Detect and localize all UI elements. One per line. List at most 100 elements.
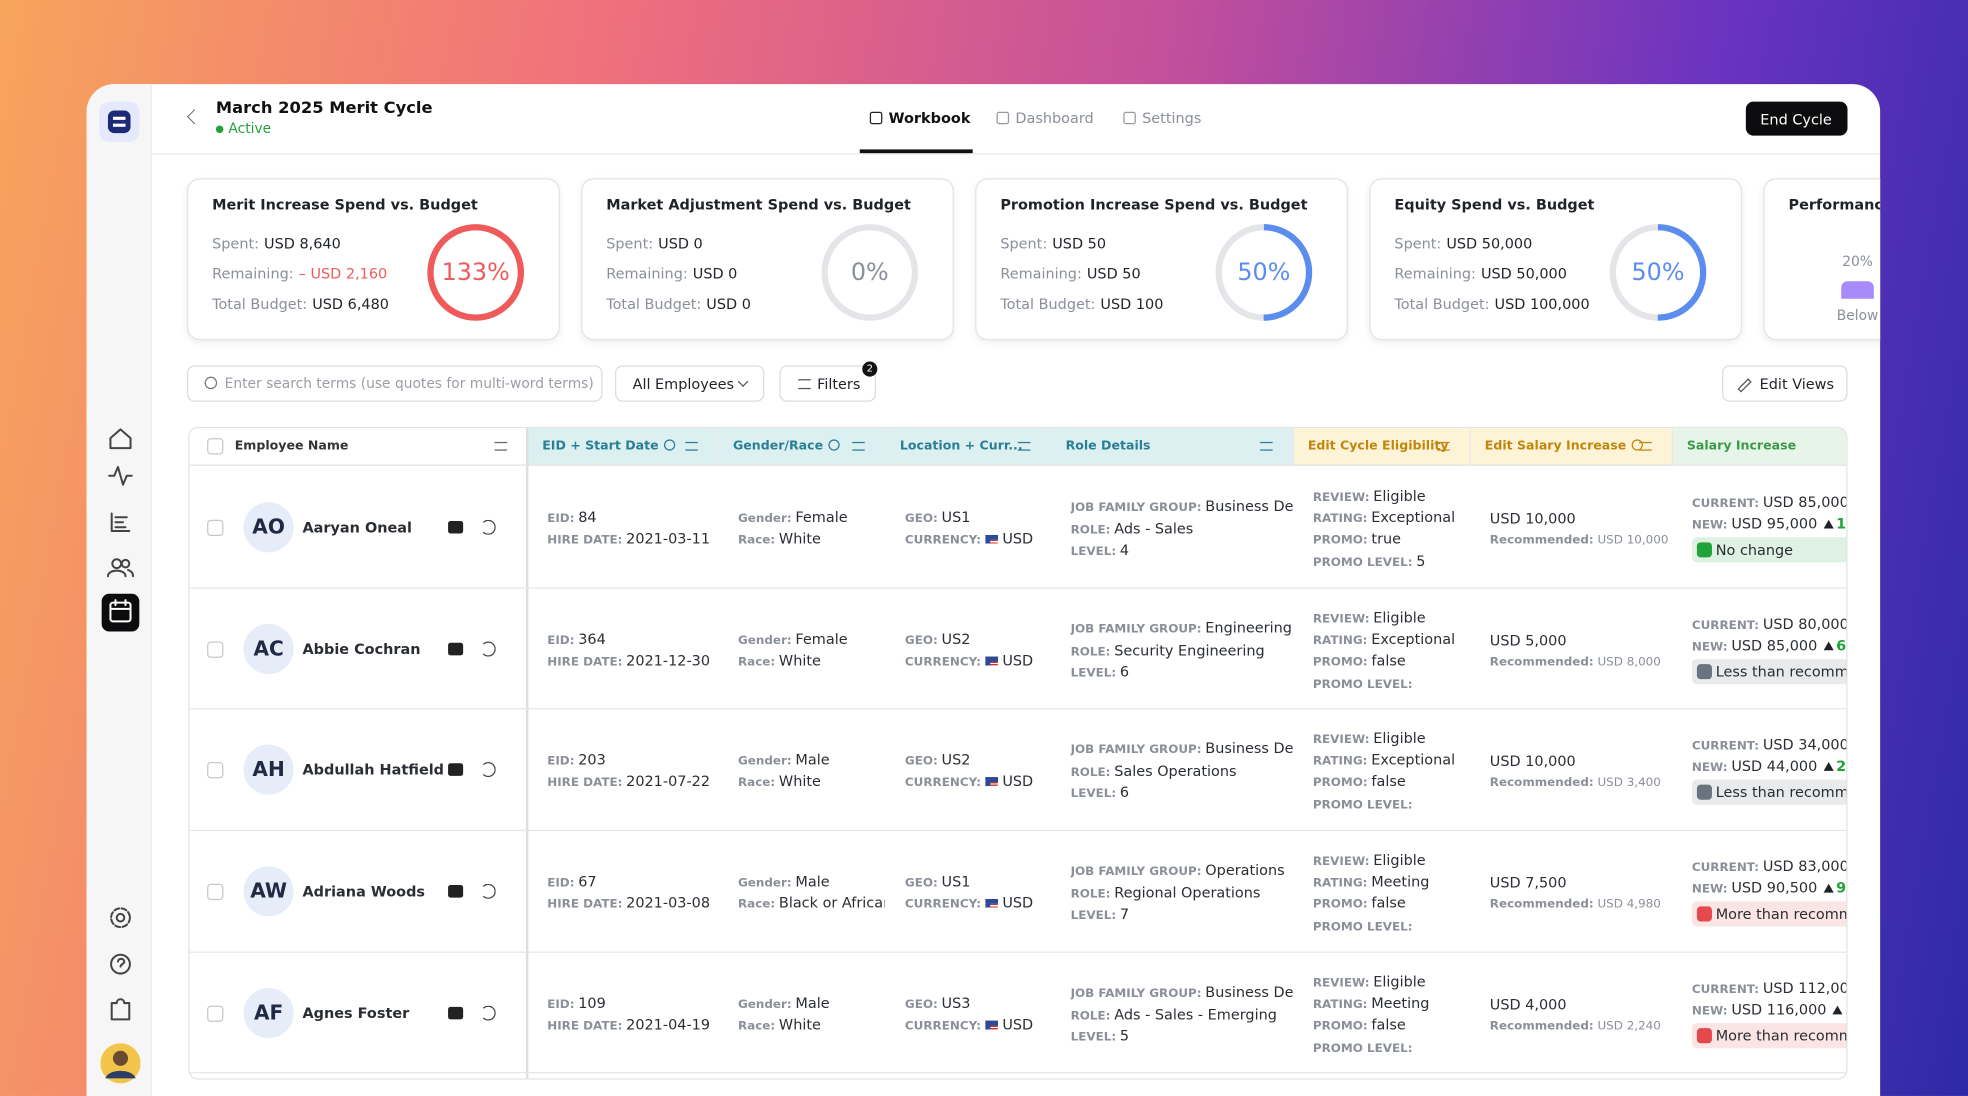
field-value: Meeting [1371, 994, 1430, 1012]
filter-icon[interactable] [852, 441, 865, 451]
comment-icon[interactable] [448, 642, 464, 655]
field-value: Meeting [1371, 872, 1430, 891]
field-line: PROMO: false [1313, 771, 1406, 792]
column-header[interactable]: Edit Cycle Eligibility [1294, 428, 1471, 466]
field-value: Eligible [1373, 608, 1426, 627]
filter-icon[interactable] [494, 441, 508, 451]
field-label: Race: [737, 654, 776, 669]
cell: REVIEW: Eligible RATING: Meeting PROMO: false… [1313, 831, 1470, 951]
cell: JOB FAMILY GROUP:Business DevelopmentROL… [1071, 467, 1293, 587]
field-line: Recommended: USD 10,000 [1490, 529, 1669, 550]
ring-arc [1609, 224, 1707, 321]
search-box[interactable]: Enter search terms (use quotes for multi… [187, 365, 603, 402]
field-label: CURRENT: [1691, 497, 1760, 511]
field-line: CURRENT: USD 80,000 [1692, 613, 1846, 634]
cell: Gender: Male Race: White [738, 953, 885, 1073]
checkbox[interactable] [207, 762, 224, 779]
field-line: CURRENT: USD 83,000 [1692, 856, 1846, 877]
cell: Gender: Female Race: White [738, 467, 885, 587]
status-pill: Less than recommended [1691, 780, 1847, 806]
column-header[interactable]: Gender/Race [719, 428, 887, 466]
filter-icon[interactable] [685, 441, 698, 451]
field-line: NEW:USD 85,000 6.2% [1692, 635, 1846, 656]
comment-icon[interactable] [448, 885, 464, 898]
field-label: RATING: [1312, 876, 1368, 891]
checkbox[interactable] [207, 438, 224, 455]
history-icon[interactable] [480, 883, 496, 899]
tab[interactable]: Settings [1142, 109, 1202, 127]
history-icon[interactable] [480, 641, 496, 657]
header-divider [151, 153, 1881, 155]
card-row-value: – USD 2,160 [298, 264, 388, 283]
field-line: HIRE DATE: 2021-03-11 [547, 529, 710, 550]
field-line: CURRENT:USD 112,000 [1692, 978, 1846, 999]
field-label: CURRENCY: [904, 533, 981, 548]
avatar: AC [243, 623, 294, 674]
field-value: Male [795, 872, 830, 891]
field-line: EID: 84 [547, 507, 596, 528]
field-line: RATING: Exceptional [1313, 507, 1455, 528]
filters-button[interactable]: Filters [779, 365, 877, 402]
checkbox[interactable] [207, 519, 224, 537]
tab[interactable]: Dashboard [1015, 109, 1094, 127]
column-header[interactable]: Employee Name [189, 428, 529, 466]
table-row: AC Abbie Cochran EID: 364 HIRE DATE: 2021-12-… [189, 588, 1847, 710]
icon-part [101, 593, 140, 632]
field-line: Recommended: USD 8,000 [1490, 650, 1661, 671]
tab[interactable]: Workbook [888, 109, 971, 127]
cell: CURRENT:USD 85,000 NEW:USD 95,000 11.7% No … [1691, 467, 1847, 587]
cell: JOB FAMILY GROUP: Engineering ROLE: Securit… [1071, 588, 1293, 708]
field-value: 364 [578, 629, 606, 648]
field-line: Race: White [738, 529, 821, 550]
filter-count: 2 [866, 362, 873, 375]
column-header[interactable]: Salary Increase [1673, 428, 1847, 466]
field-label: JOB FAMILY GROUP: [1070, 743, 1202, 758]
column-header[interactable]: Role Details [1051, 428, 1295, 466]
field-label: Gender: [737, 512, 792, 527]
history-icon[interactable] [480, 1005, 496, 1021]
avatar: AW [243, 866, 294, 917]
column-header[interactable]: Location + Curr... [886, 428, 1052, 466]
back-arrow[interactable] [187, 109, 202, 125]
field-line: RATING: Meeting [1313, 871, 1430, 892]
cell: GEO: US2 CURRENCY: USD [905, 588, 1051, 708]
field-line: NEW:USD 116,000 3.5% [1692, 999, 1846, 1020]
field-label: REVIEW: [1312, 855, 1370, 869]
column-header[interactable]: Edit Salary Increase [1470, 428, 1674, 466]
filter-icon[interactable] [1437, 441, 1450, 451]
status-icon [1696, 542, 1712, 558]
filter-icon[interactable] [1260, 441, 1273, 451]
cell: USD 4,000 Recommended: USD 2,240 [1490, 953, 1672, 1073]
field-value: 6 [1119, 783, 1130, 802]
filter-icon[interactable] [1017, 441, 1031, 451]
checkbox[interactable] [207, 1005, 224, 1022]
field-label: JOB FAMILY GROUP: [1070, 500, 1202, 515]
field-value: USD 116,000 [1731, 1000, 1827, 1018]
ring-label: 50% [1631, 258, 1685, 287]
card-row-value: USD 50,000 [1480, 264, 1567, 283]
field-line: Gender: Male [738, 750, 830, 771]
filter-icon[interactable] [1639, 441, 1652, 451]
end-cycle-button[interactable]: End Cycle [1745, 101, 1848, 136]
history-icon[interactable] [480, 519, 496, 535]
info-icon [1631, 439, 1643, 451]
comment-icon[interactable] [448, 763, 464, 777]
field-line: USD 7,500 [1490, 873, 1567, 892]
comment-icon[interactable] [448, 520, 464, 534]
field-value: Business Development [1205, 739, 1293, 758]
column-header[interactable]: EID + Start Date [528, 428, 720, 466]
card-row-label: Total Budget: [212, 295, 308, 313]
status-pill: Less than recommended [1691, 658, 1847, 684]
checkbox[interactable] [207, 883, 224, 901]
checkbox[interactable] [207, 641, 224, 658]
field-line: PROMO: true [1313, 529, 1401, 550]
view-select[interactable]: All Employees [614, 365, 765, 402]
card-row-label: Remaining: [1394, 264, 1476, 283]
card-row-label: Total Budget: [606, 295, 702, 313]
field-value: 7 [1119, 905, 1130, 923]
edit-views-button[interactable]: Edit Views [1721, 365, 1848, 402]
comment-icon[interactable] [448, 1006, 464, 1020]
history-icon[interactable] [480, 762, 496, 778]
field-value: Black or African American [778, 893, 885, 912]
